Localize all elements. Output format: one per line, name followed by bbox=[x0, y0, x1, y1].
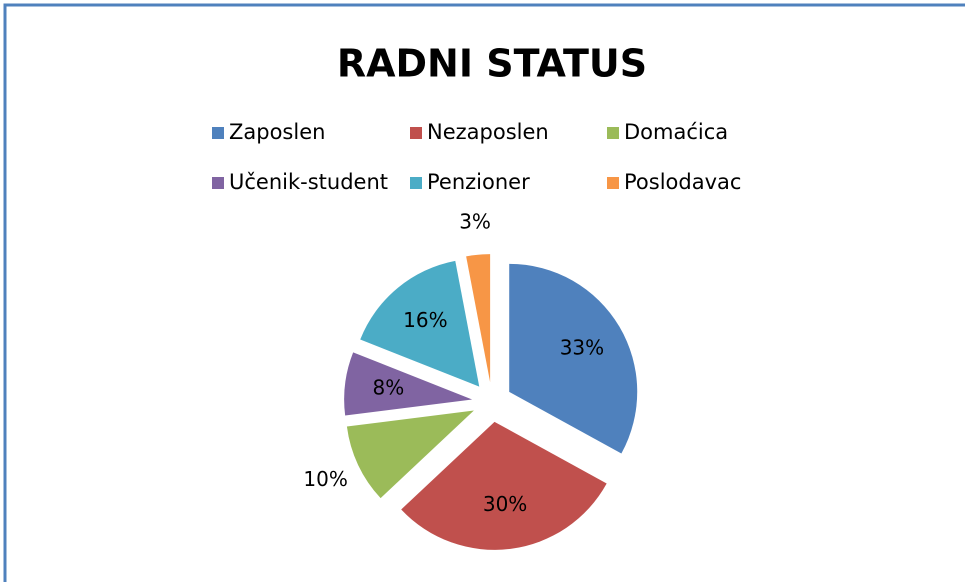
legend-label: Domaćica bbox=[624, 120, 728, 144]
legend-label: Nezaposlen bbox=[427, 120, 549, 144]
legend-label: Zaposlen bbox=[229, 120, 325, 144]
data-label: 16% bbox=[403, 308, 447, 332]
pie-slice bbox=[360, 260, 480, 387]
pie-slice bbox=[344, 352, 473, 416]
data-label: 33% bbox=[560, 335, 604, 359]
legend-swatch bbox=[212, 177, 224, 189]
pie-slice bbox=[401, 421, 607, 550]
pie-slice bbox=[466, 254, 491, 383]
data-label: 10% bbox=[303, 467, 347, 491]
legend-swatch bbox=[212, 127, 224, 139]
data-label: 30% bbox=[483, 492, 527, 516]
legend-swatch bbox=[410, 177, 422, 189]
pie-slice bbox=[509, 263, 638, 454]
legend-label: Penzioner bbox=[427, 170, 530, 194]
legend-label: Poslodavac bbox=[624, 170, 741, 194]
pie-slice bbox=[346, 410, 474, 499]
legend-swatch bbox=[607, 127, 619, 139]
legend-swatch bbox=[410, 127, 422, 139]
legend-swatch bbox=[607, 177, 619, 189]
legend-label: Učenik-student bbox=[229, 170, 388, 194]
chart-title: RADNI STATUS bbox=[337, 42, 647, 86]
data-label: 3% bbox=[459, 209, 491, 233]
data-label: 8% bbox=[372, 375, 404, 399]
